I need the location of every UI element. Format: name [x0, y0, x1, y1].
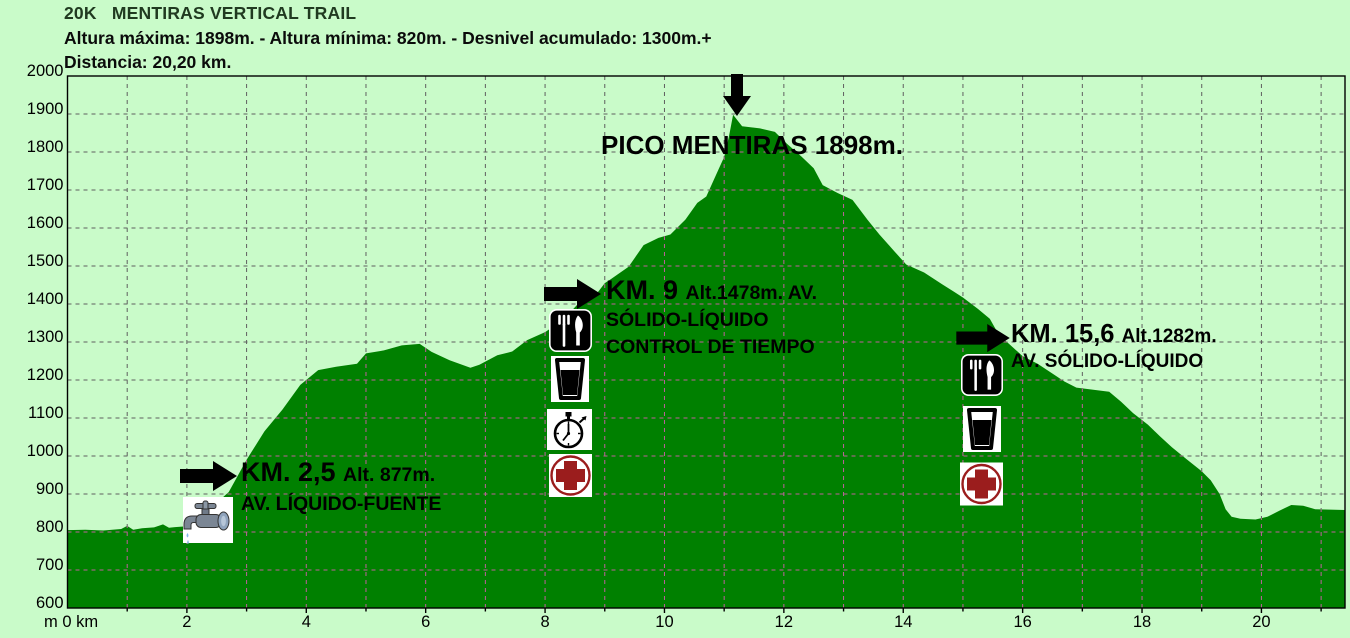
- y-tick-label: 800: [36, 518, 64, 536]
- y-tick-label: 1200: [27, 366, 64, 384]
- marker-km156-alt: Alt.1282m.: [1121, 326, 1217, 347]
- elevation-area: [67, 114, 1345, 609]
- y-tick-label: 2000: [27, 62, 64, 80]
- right-arrow-icon: [544, 279, 601, 309]
- marker-km156-service: AV. SÓLIDO-LÍQUIDO: [1011, 351, 1204, 372]
- y-tick-label: 1600: [27, 214, 64, 232]
- marker-km9-service-1: SÓLIDO-LÍQUIDO: [606, 309, 769, 331]
- y-tick-label: 1500: [27, 252, 64, 270]
- marker-km9-km: KM. 9: [606, 275, 686, 305]
- y-tick-label: 1100: [28, 404, 63, 422]
- fork-knife-icon: [549, 309, 592, 352]
- glass-icon: [963, 406, 1001, 452]
- x-tick-label: 4: [302, 613, 311, 631]
- red-cross-icon: [960, 462, 1003, 506]
- distance-line: Distancia: 20,20 km.: [64, 52, 232, 72]
- x-tick-label: 16: [1013, 613, 1031, 631]
- right-arrow-icon: [956, 323, 1010, 353]
- y-tick-label: 1800: [27, 138, 64, 156]
- glass-icon: [551, 356, 589, 402]
- marker-km156-label: KM. 15,6 Alt.1282m.: [1011, 320, 1217, 349]
- y-tick-label: 600: [36, 594, 64, 612]
- x-tick-label: 6: [421, 613, 430, 631]
- fork-knife-icon: [961, 354, 1003, 396]
- marker-km9-label: KM. 9 Alt.1478m. AV.: [606, 275, 817, 306]
- y-tick-label: 900: [36, 480, 64, 498]
- x-tick-label: 2: [182, 613, 191, 631]
- y-tick-label: 1700: [27, 176, 64, 194]
- marker-km25-alt: Alt. 877m.: [343, 464, 436, 486]
- x-tick-label: 14: [894, 613, 912, 631]
- peak-label: PICO MENTIRAS 1898m.: [601, 130, 903, 160]
- y-tick-label: 1000: [27, 442, 64, 460]
- right-arrow-icon: [180, 461, 237, 491]
- marker-km156-km: KM. 15,6: [1011, 320, 1122, 348]
- down-arrow-icon: [723, 74, 751, 116]
- x-tick-label: 12: [775, 613, 793, 631]
- stats-line: Altura máxima: 1898m. - Altura mínima: 8…: [64, 28, 712, 48]
- x-axis-ticks: [126, 608, 1322, 613]
- x-tick-label: 20: [1252, 613, 1270, 631]
- y-tick-label: 1400: [27, 290, 64, 308]
- faucet-icon: [183, 497, 233, 544]
- marker-km25-km: KM. 2,5: [241, 457, 344, 487]
- marker-km9-alt: Alt.1478m. AV.: [685, 282, 818, 304]
- marker-km9-service-2: CONTROL DE TIEMPO: [606, 336, 815, 358]
- marker-km25-service: AV. LÍQUIDO-FUENTE: [241, 493, 442, 515]
- page-title: 20K MENTIRAS VERTICAL TRAIL: [64, 3, 357, 23]
- y-tick-label: 700: [36, 556, 64, 574]
- marker-km25-label: KM. 2,5 Alt. 877m.: [241, 457, 435, 488]
- x-tick-label: 8: [540, 613, 549, 631]
- plot-border: [66, 75, 1346, 609]
- y-tick-label: 1900: [27, 100, 64, 118]
- x-tick-label: 18: [1133, 613, 1151, 631]
- stopwatch-icon: [547, 409, 592, 450]
- x-tick-label: 10: [655, 613, 673, 631]
- y-tick-label: 1300: [27, 328, 64, 346]
- axis-labels: 600 700 800 900 1000 1100 1200 1300 1400 1500 1600…: [27, 62, 1271, 631]
- red-cross-icon: [549, 454, 592, 497]
- x-origin-label: m 0 km: [44, 613, 98, 631]
